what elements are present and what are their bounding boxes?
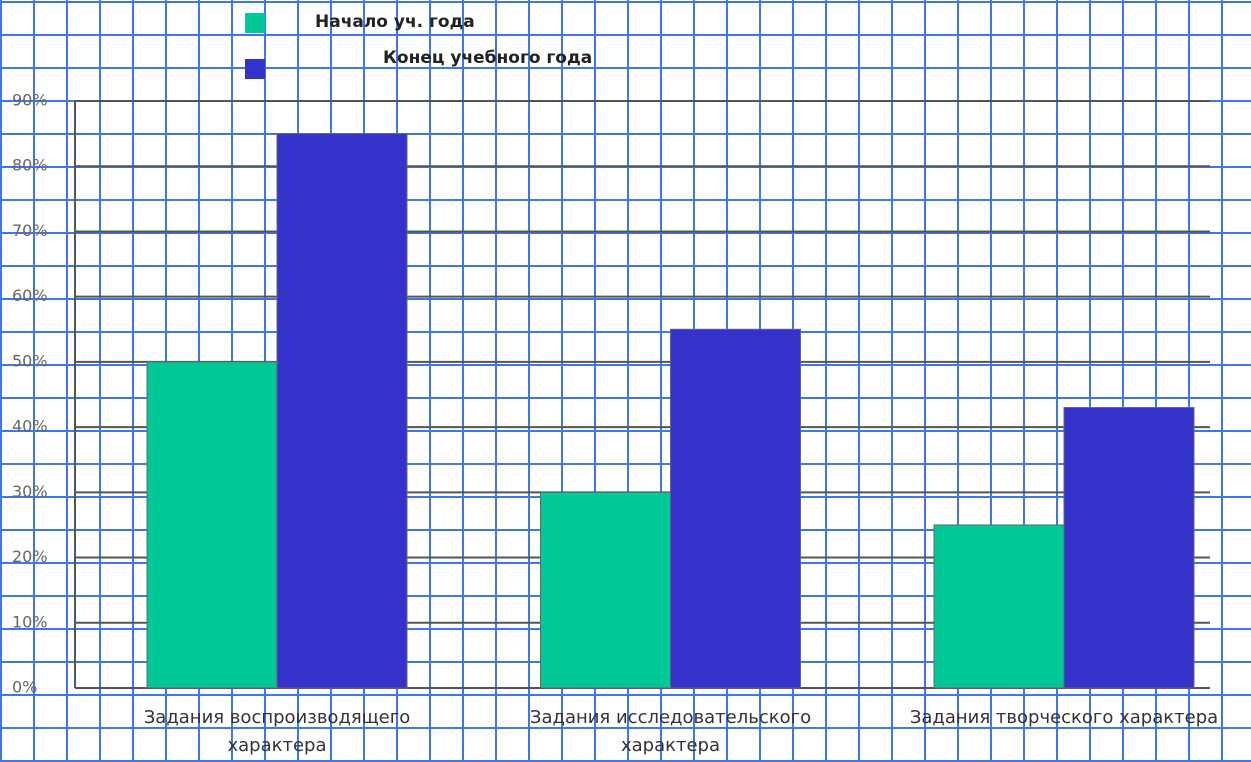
bar (670, 328, 801, 689)
bar (1063, 407, 1195, 689)
y-tick-label: 30% (12, 482, 48, 501)
y-tick-label: 90% (12, 91, 48, 110)
y-tick-label: 70% (12, 221, 48, 240)
y-tick-label: 50% (12, 351, 48, 370)
x-tick-label: Задания исследовательского характера (529, 707, 812, 756)
bar (933, 524, 1065, 689)
y-tick-label: 40% (12, 417, 48, 436)
x-tick-label: Задания воспроизводящего характера (143, 707, 411, 756)
y-tick-label: 60% (12, 286, 48, 305)
legend-swatch (245, 13, 265, 33)
legend-swatch (245, 59, 265, 79)
bar (276, 133, 408, 689)
y-tick-label: 80% (12, 156, 48, 175)
y-tick-label: 0% (12, 678, 37, 697)
legend-label: Конец учебного года (383, 48, 592, 68)
bar (540, 491, 671, 689)
legend-label: Начало уч. года (315, 12, 475, 32)
y-tick-label: 10% (12, 612, 48, 631)
bar (146, 361, 278, 689)
y-tick-label: 20% (12, 547, 48, 566)
x-tick-label: Задания творческого характера (909, 707, 1219, 728)
